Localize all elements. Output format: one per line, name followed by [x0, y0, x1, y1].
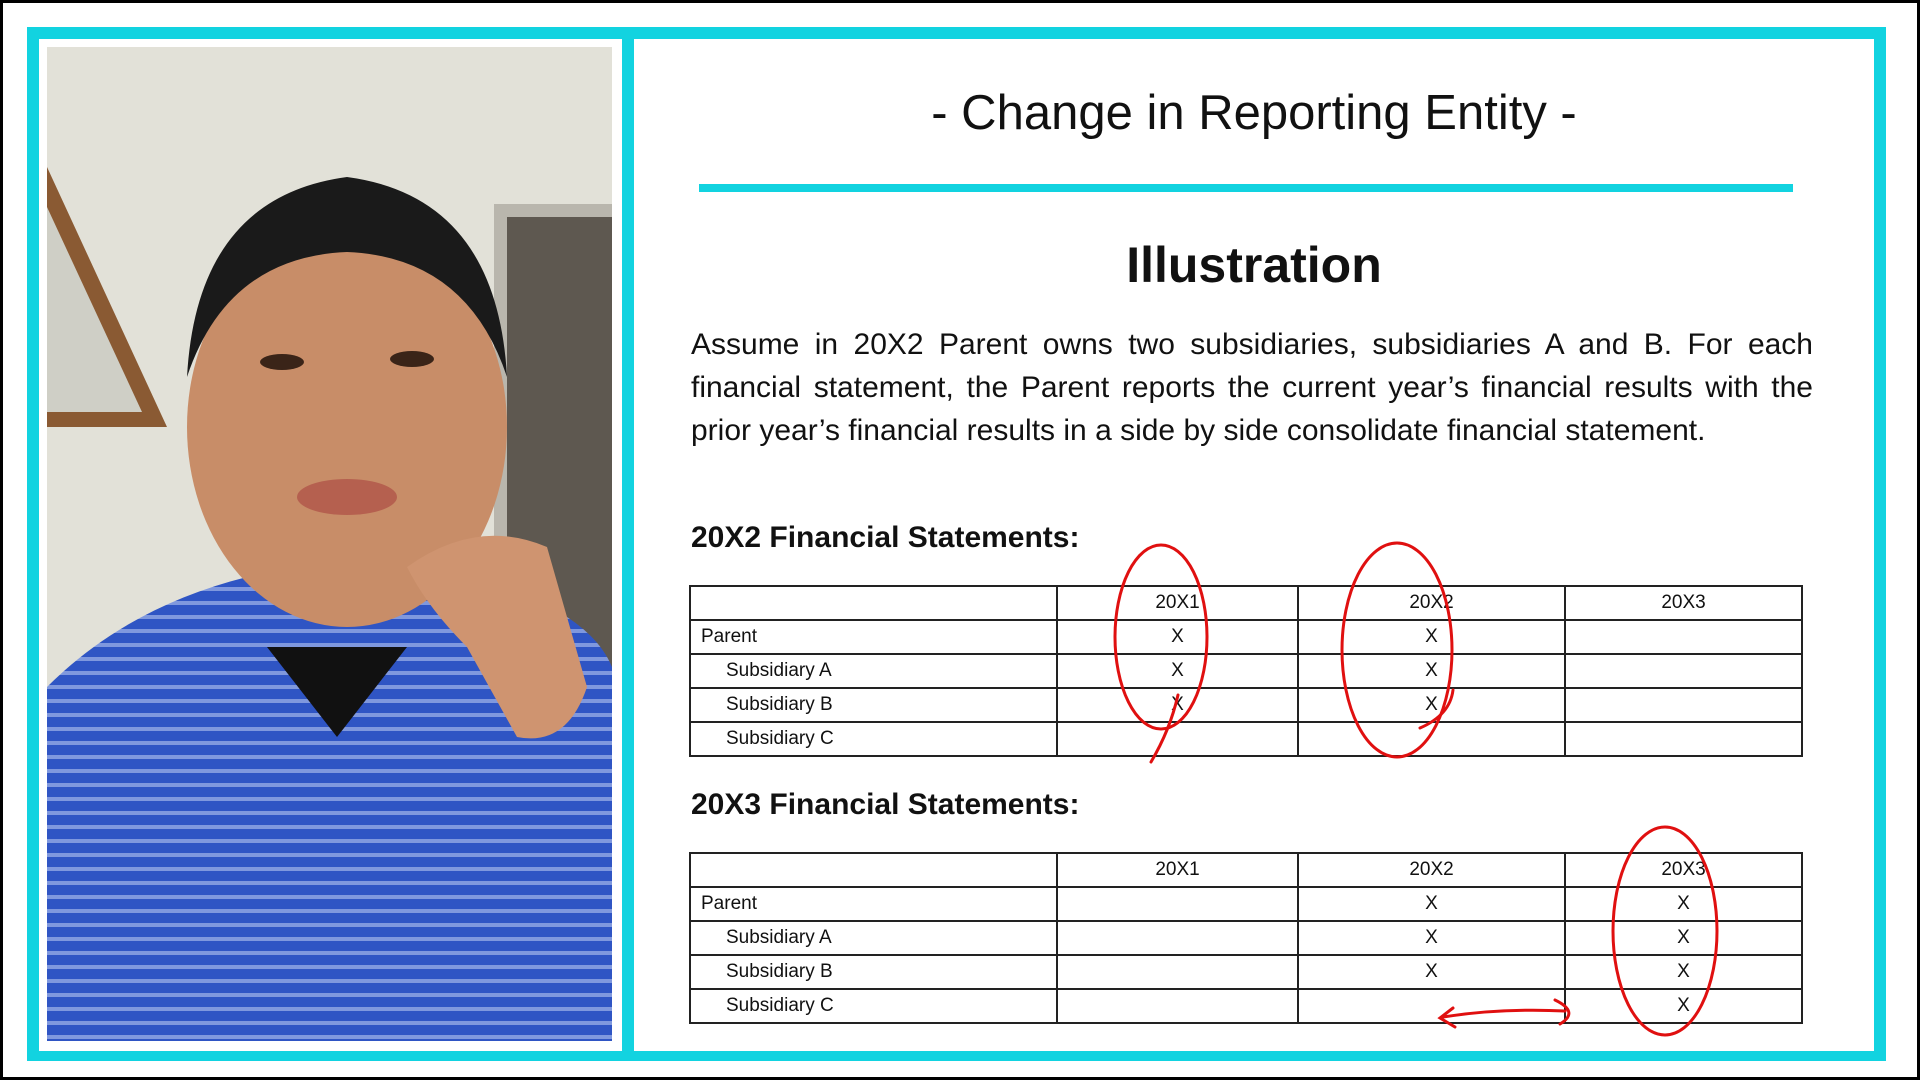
row-label: Subsidiary A: [689, 653, 1058, 689]
arrow-annotation: [1437, 998, 1571, 1029]
frame-border-top: [27, 27, 1886, 39]
table-cell: X: [1564, 988, 1803, 1024]
table-cell: [1056, 988, 1299, 1024]
table-cell: [1564, 721, 1803, 757]
table-heading-20x2: 20X2 Financial Statements:: [691, 521, 1080, 554]
table-row: Parent X X: [689, 619, 1803, 655]
column-header: 20X3: [1564, 852, 1803, 888]
row-label: Subsidiary C: [689, 988, 1058, 1024]
circle-annotation-20x2: [1340, 541, 1454, 759]
table-cell: [1056, 954, 1299, 990]
face: [187, 227, 507, 627]
table-cell: X: [1056, 653, 1299, 689]
row-label: Subsidiary C: [689, 721, 1058, 757]
table-cell: [1297, 988, 1566, 1024]
column-header: 20X2: [1297, 852, 1566, 888]
table-cell: [1056, 886, 1299, 922]
row-label: Subsidiary A: [689, 920, 1058, 956]
row-label: Subsidiary B: [689, 687, 1058, 723]
column-header: 20X1: [1056, 852, 1299, 888]
striped-shirt: [47, 577, 612, 1041]
table-row: Subsidiary C X: [689, 988, 1803, 1024]
table-cell: X: [1297, 954, 1566, 990]
frame-border-left: [27, 27, 39, 1061]
stroke-annotation-2: [1418, 688, 1455, 730]
table-header-row: 20X1 20X2 20X3: [689, 585, 1803, 621]
column-header: 20X2: [1297, 585, 1566, 621]
row-label: Subsidiary B: [689, 954, 1058, 990]
stroke-annotation: [1149, 693, 1180, 764]
column-header: 20X3: [1564, 585, 1803, 621]
table-cell: [1564, 619, 1803, 655]
row-label: Parent: [689, 886, 1058, 922]
frame-border-bottom: [27, 1051, 1886, 1061]
hand: [407, 535, 587, 739]
frame-border-right: [1874, 27, 1886, 1061]
column-header: 20X1: [1056, 585, 1299, 621]
table-row: Subsidiary C: [689, 721, 1803, 757]
table-heading-20x3: 20X3 Financial Statements:: [691, 788, 1080, 821]
hair: [187, 177, 507, 377]
table-cell: X: [1297, 920, 1566, 956]
table-cell: [1564, 653, 1803, 689]
description-paragraph: Assume in 20X2 Parent owns two subsidiar…: [691, 328, 1813, 447]
table-20x3-statements: 20X1 20X2 20X3 Parent X X Subsidiary A X X Subsid…: [689, 852, 1803, 1024]
slide-title: - Change in Reporting Entity -: [931, 86, 1577, 140]
frame-divider: [622, 27, 634, 1061]
table-row: Parent X X: [689, 886, 1803, 922]
title-underline: [699, 184, 1793, 192]
circle-annotation-20x3: [1611, 825, 1719, 1037]
circle-annotation-20x1: [1113, 543, 1209, 731]
table-cell: X: [1564, 954, 1803, 990]
table-cell: X: [1564, 920, 1803, 956]
column-header: [689, 852, 1058, 888]
table-cell: X: [1564, 886, 1803, 922]
row-label: Parent: [689, 619, 1058, 655]
table-cell: X: [1056, 687, 1299, 723]
table-header-row: 20X1 20X2 20X3: [689, 852, 1803, 888]
slide: - Change in Reporting Entity - Illustrat…: [634, 39, 1874, 1051]
table-cell: X: [1297, 886, 1566, 922]
table-cell: X: [1297, 687, 1566, 723]
table-cell: [1056, 721, 1299, 757]
table-20x2-statements: 20X1 20X2 20X3 Parent X X Subsidiary A X X Subsid…: [689, 585, 1803, 757]
table-cell: [1056, 920, 1299, 956]
table-cell: [1564, 687, 1803, 723]
presenter-image: [47, 167, 612, 1041]
table-cell: X: [1056, 619, 1299, 655]
section-heading: Illustration: [1126, 237, 1382, 293]
presenter-video: [47, 47, 612, 1041]
column-header: [689, 585, 1058, 621]
